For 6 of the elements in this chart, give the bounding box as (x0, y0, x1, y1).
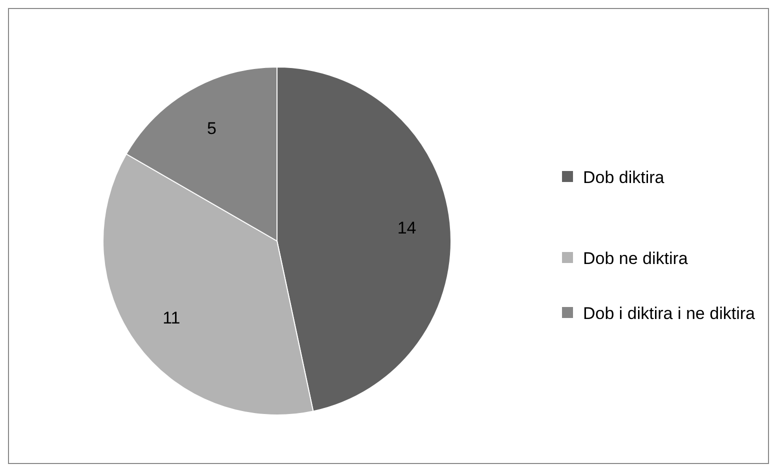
legend-label: Dob ne diktira (583, 248, 688, 268)
data-label: 14 (397, 218, 416, 238)
legend-label: Dob diktira (583, 168, 665, 187)
legend-label: Dob i diktira i ne diktira (583, 304, 756, 323)
data-label: 11 (162, 308, 180, 328)
data-label: 5 (207, 118, 216, 138)
